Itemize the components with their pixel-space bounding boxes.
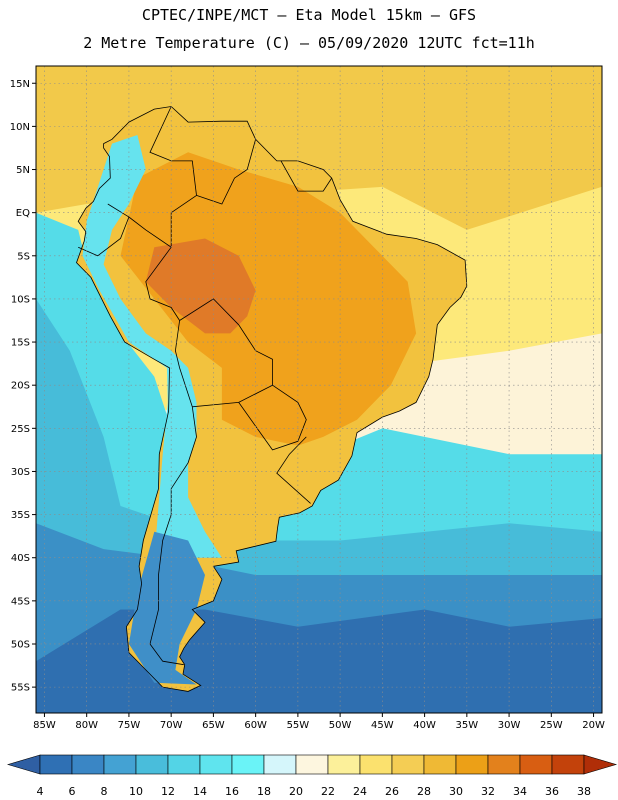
colorbar-swatch bbox=[359, 754, 393, 775]
colorbar-swatch bbox=[455, 754, 489, 775]
colorbar-label: 24 bbox=[353, 785, 367, 798]
lon-tick-label: 55W bbox=[287, 720, 310, 731]
colorbar-swatch bbox=[327, 754, 361, 775]
land-field-hot bbox=[120, 152, 417, 446]
colorbar-label: 30 bbox=[449, 785, 463, 798]
colorbar-swatch bbox=[199, 754, 233, 775]
colorbar-high-arrow bbox=[583, 754, 618, 775]
temperature-field bbox=[36, 66, 602, 713]
longitude-axis: 85W 80W 75W 70W 65W 60W 55W 50W 45W 40W 35W 30W 25W 2… bbox=[33, 713, 605, 731]
colorbar-label: 28 bbox=[417, 785, 431, 798]
colorbar-swatch bbox=[71, 754, 105, 775]
colorbar-swatch bbox=[135, 754, 169, 775]
colorbar-swatch bbox=[39, 754, 73, 775]
colorbar-label: 12 bbox=[161, 785, 175, 798]
colorbar-swatch bbox=[231, 754, 265, 775]
colorbar-swatch bbox=[391, 754, 425, 775]
lat-tick-label: 10N bbox=[10, 122, 30, 133]
lat-tick-label: 35S bbox=[11, 510, 30, 521]
land-field-very-hot bbox=[145, 238, 256, 334]
colorbar-label: 14 bbox=[193, 785, 207, 798]
lon-tick-label: 75W bbox=[118, 720, 141, 731]
lat-tick-label: 10S bbox=[11, 294, 30, 305]
lat-tick-label: 55S bbox=[11, 683, 30, 694]
lat-tick-label: 50S bbox=[11, 639, 30, 650]
colorbar-swatch bbox=[167, 754, 201, 775]
lon-tick-label: 45W bbox=[371, 720, 394, 731]
colorbar-label: 18 bbox=[257, 785, 271, 798]
lon-tick-label: 65W bbox=[202, 720, 225, 731]
lon-tick-label: 70W bbox=[160, 720, 183, 731]
lat-tick-label: EQ bbox=[16, 208, 30, 219]
colorbar-label: 32 bbox=[481, 785, 495, 798]
colorbar-label: 8 bbox=[101, 785, 108, 798]
colorbar-label: 4 bbox=[37, 785, 44, 798]
lat-tick-label: 15S bbox=[11, 338, 30, 349]
colorbar-swatch bbox=[487, 754, 521, 775]
colorbar-label: 38 bbox=[577, 785, 591, 798]
lat-tick-label: 45S bbox=[11, 596, 30, 607]
lat-tick-label: 20S bbox=[11, 381, 30, 392]
colorbar-swatch bbox=[263, 754, 297, 775]
colorbar-swatch bbox=[551, 754, 585, 775]
lat-tick-label: 25S bbox=[11, 424, 30, 435]
latitude-axis: 15N 10N 5N EQ 5S 10S 15S 20S 25S 30S 35S 40S 45S 50S 5… bbox=[10, 79, 36, 694]
lon-tick-label: 20W bbox=[582, 720, 605, 731]
colorbar-label: 16 bbox=[225, 785, 239, 798]
coastline bbox=[76, 106, 468, 692]
colorbar-swatch bbox=[423, 754, 457, 775]
land-field-cold-patagonia bbox=[128, 531, 205, 685]
colorbar-low-arrow bbox=[6, 754, 41, 775]
lon-tick-label: 30W bbox=[498, 720, 521, 731]
lon-tick-label: 80W bbox=[75, 720, 98, 731]
colorbar-swatch bbox=[103, 754, 137, 775]
lat-tick-label: 30S bbox=[11, 467, 30, 478]
country-borders bbox=[78, 106, 333, 666]
map-title: CPTEC/INPE/MCT – Eta Model 15km – GFS bbox=[141, 6, 477, 24]
lat-tick-label: 40S bbox=[11, 553, 30, 564]
lon-tick-label: 25W bbox=[540, 720, 563, 731]
colorbar-label: 6 bbox=[69, 785, 76, 798]
lon-tick-label: 40W bbox=[413, 720, 436, 731]
lat-tick-label: 15N bbox=[10, 79, 30, 90]
colorbar-label: 34 bbox=[513, 785, 527, 798]
colorbar-label: 10 bbox=[129, 785, 143, 798]
lon-tick-label: 50W bbox=[329, 720, 352, 731]
lat-tick-label: 5N bbox=[16, 165, 30, 176]
colorbar-label: 22 bbox=[321, 785, 335, 798]
lon-tick-label: 60W bbox=[244, 720, 267, 731]
lon-tick-label: 35W bbox=[456, 720, 479, 731]
colorbar-label: 26 bbox=[385, 785, 399, 798]
colorbar-swatch bbox=[295, 754, 329, 775]
map-subtitle: 2 Metre Temperature (C) – 05/09/2020 12U… bbox=[83, 34, 535, 52]
lon-tick-label: 85W bbox=[33, 720, 56, 731]
land-field-highlands bbox=[82, 135, 222, 558]
lat-tick-label: 5S bbox=[17, 251, 30, 262]
colorbar-label: 20 bbox=[289, 785, 303, 798]
colorbar-label: 36 bbox=[545, 785, 559, 798]
map-frame-border bbox=[35, 65, 603, 714]
colorbar: 4 6 8 10 12 14 16 18 20 22 24 26 28 30 32 34 36 38 bbox=[6, 754, 618, 798]
colorbar-swatch bbox=[519, 754, 553, 775]
